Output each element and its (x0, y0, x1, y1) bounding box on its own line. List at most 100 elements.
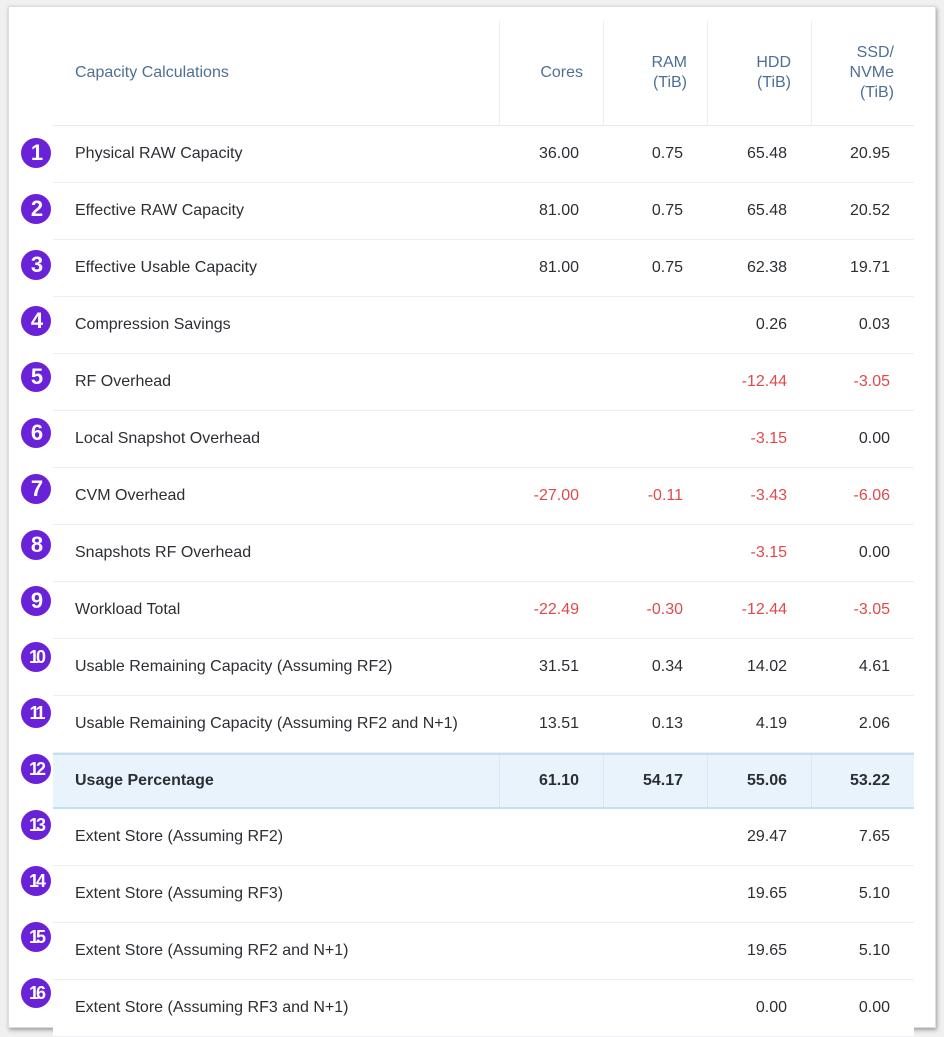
ssd-value: -6.06 (853, 487, 890, 504)
table-row: Effective Usable Capacity 81.00 0.75 62.38 1… (53, 240, 914, 297)
ssd-value: 53.22 (811, 755, 914, 807)
ssd-value: -3.05 (853, 373, 890, 390)
ssd-value: 4.61 (858, 658, 890, 675)
row-label: Physical RAW Capacity (75, 145, 243, 162)
row-number-badge: 12 (21, 754, 51, 784)
hdd-value: -3.15 (750, 430, 787, 447)
ram-value: 0.75 (651, 202, 683, 219)
cores-value: 31.51 (538, 658, 579, 675)
row-label: Effective RAW Capacity (75, 202, 244, 219)
ram-value: 0.13 (651, 715, 683, 732)
row-label: Extent Store (Assuming RF2) (75, 828, 284, 845)
hdd-value: 0.00 (755, 999, 787, 1016)
ram-value (603, 411, 707, 467)
table-row: Usable Remaining Capacity (Assuming RF2)… (53, 639, 914, 696)
capacity-panel: Capacity Calculations Cores RAM (TiB) HD… (8, 6, 936, 1037)
ssd-value: 0.03 (858, 316, 890, 333)
table-row: Extent Store (Assuming RF2 and N+1) 19.65… (53, 923, 914, 980)
row-label: Snapshots RF Overhead (75, 544, 252, 561)
table-row: Extent Store (Assuming RF2) 29.47 7.65 (53, 809, 914, 866)
ssd-value: 7.65 (858, 828, 890, 845)
ram-value: -0.30 (646, 601, 683, 618)
row-label: Usable Remaining Capacity (Assuming RF2) (75, 658, 393, 675)
hdd-value: 14.02 (746, 658, 787, 675)
ram-value: 54.17 (603, 755, 707, 807)
ram-value (603, 809, 707, 865)
ssd-value: 2.06 (858, 715, 890, 732)
ssd-value: 0.00 (858, 544, 890, 561)
row-number-badge: 5 (21, 362, 51, 392)
hdd-value: -12.44 (741, 601, 787, 618)
cores-value: -22.49 (533, 601, 579, 618)
header-ram[interactable]: RAM (TiB) (603, 21, 707, 125)
row-label: Local Snapshot Overhead (75, 430, 261, 447)
row-label: Effective Usable Capacity (75, 259, 258, 276)
row-label: Usage Percentage (75, 772, 214, 789)
row-number-badge: 1 (21, 138, 51, 168)
row-number-badge: 7 (21, 474, 51, 504)
ram-value (603, 525, 707, 581)
table-row: Extent Store (Assuming RF3 and N+1) 0.00 0… (53, 980, 914, 1037)
hdd-value: 62.38 (746, 259, 787, 276)
row-number-badge: 6 (21, 418, 51, 448)
ram-value: -0.11 (647, 487, 683, 504)
cores-value: 13.51 (538, 715, 579, 732)
row-number-badge: 11 (21, 698, 51, 728)
hdd-value: 0.26 (755, 316, 787, 333)
cores-value (499, 923, 603, 979)
table-body: Physical RAW Capacity 36.00 0.75 65.48 20.95… (53, 126, 914, 1037)
table-row: Snapshots RF Overhead -3.15 0.00 (53, 525, 914, 582)
hdd-value: 29.47 (746, 828, 787, 845)
hdd-value: -3.15 (750, 544, 787, 561)
row-number-badge: 8 (21, 530, 51, 560)
table-row: RF Overhead -12.44 -3.05 (53, 354, 914, 411)
table-row: Compression Savings 0.26 0.03 (53, 297, 914, 354)
table-row: Usable Remaining Capacity (Assuming RF2 … (53, 696, 914, 753)
cores-value (499, 354, 603, 410)
cores-value: -27.00 (533, 487, 579, 504)
table-row: Extent Store (Assuming RF3) 19.65 5.10 (53, 866, 914, 923)
cores-value (499, 525, 603, 581)
ssd-value: 0.00 (858, 430, 890, 447)
table-row: Usage Percentage 61.10 54.17 55.06 53.22 (53, 753, 914, 809)
row-label: Extent Store (Assuming RF3) (75, 885, 284, 902)
ram-value (603, 980, 707, 1036)
ssd-value: 5.10 (858, 885, 890, 902)
row-label: RF Overhead (75, 373, 172, 390)
table-row: Physical RAW Capacity 36.00 0.75 65.48 20.95 (53, 126, 914, 183)
hdd-value: 4.19 (755, 715, 787, 732)
ram-value (603, 866, 707, 922)
header-ssd[interactable]: SSD/ NVMe (TiB) (811, 21, 914, 125)
cores-value: 61.10 (499, 755, 603, 807)
row-number-badge: 14 (21, 866, 51, 896)
cores-value (499, 297, 603, 353)
hdd-value: 65.48 (746, 202, 787, 219)
cores-value (499, 809, 603, 865)
ram-value: 0.75 (651, 145, 683, 162)
table-row: CVM Overhead -27.00 -0.11 -3.43 -6.06 (53, 468, 914, 525)
header-title[interactable]: Capacity Calculations (75, 64, 229, 81)
row-number-badge: 16 (21, 978, 51, 1008)
table-header: Capacity Calculations Cores RAM (TiB) HD… (53, 21, 914, 126)
ssd-value: 0.00 (858, 999, 890, 1016)
table-row: Workload Total -22.49 -0.30 -12.44 -3.05 (53, 582, 914, 639)
row-label: Usable Remaining Capacity (Assuming RF2 … (75, 715, 458, 732)
ram-value: 0.34 (651, 658, 683, 675)
ssd-value: 19.71 (849, 259, 890, 276)
cores-value (499, 866, 603, 922)
cores-value: 81.00 (538, 259, 579, 276)
row-label: Workload Total (75, 601, 181, 618)
ssd-value: -3.05 (853, 601, 890, 618)
table-row: Effective RAW Capacity 81.00 0.75 65.48 20.5… (53, 183, 914, 240)
table-row: Local Snapshot Overhead -3.15 0.00 (53, 411, 914, 468)
header-cores[interactable]: Cores (499, 21, 603, 125)
header-hdd[interactable]: HDD (TiB) (707, 21, 811, 125)
row-number-badge: 2 (21, 194, 51, 224)
row-number-badge: 9 (21, 586, 51, 616)
hdd-value: -12.44 (741, 373, 787, 390)
row-number-badge: 10 (21, 642, 51, 672)
row-label: Extent Store (Assuming RF2 and N+1) (75, 942, 349, 959)
row-number-badge: 15 (21, 922, 51, 952)
hdd-value: 65.48 (746, 145, 787, 162)
ram-value (603, 923, 707, 979)
